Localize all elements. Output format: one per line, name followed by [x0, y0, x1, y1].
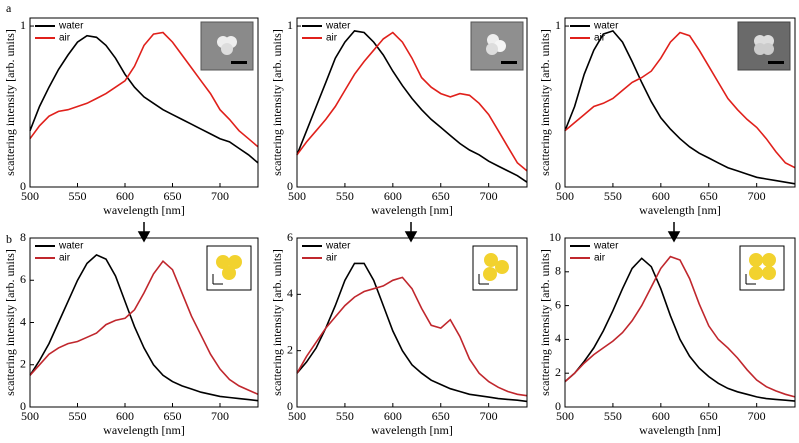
series-line — [29, 253, 259, 402]
y-tick-label: 0 — [287, 399, 293, 413]
series-line — [564, 255, 796, 398]
series-line — [296, 262, 528, 403]
y-axis-label: scattering intensity [arb. units] — [538, 249, 552, 396]
plot-frame — [296, 237, 528, 408]
series-line — [564, 31, 796, 169]
x-axis-label: wavelength [nm] — [371, 423, 453, 437]
x-tick-label: 650 — [700, 189, 718, 203]
x-axis-label: wavelength [nm] — [371, 203, 453, 217]
x-tick-label: 500 — [556, 409, 574, 423]
y-tick-label: 1 — [287, 18, 293, 32]
x-tick-label: 550 — [336, 409, 354, 423]
y-tick-label: 1 — [555, 18, 561, 32]
legend-label: water — [58, 241, 84, 252]
legend-label: water — [593, 21, 619, 32]
y-tick-label: 4 — [20, 314, 26, 328]
x-tick-label: 550 — [336, 189, 354, 203]
series-line — [296, 31, 528, 172]
x-tick-label: 650 — [164, 189, 182, 203]
x-tick-label: 600 — [116, 409, 134, 423]
x-tick-label: 600 — [384, 189, 402, 203]
legend-label: air — [59, 33, 71, 44]
y-axis-label: scattering intensity [arb. units] — [538, 29, 552, 176]
x-axis-label: wavelength [nm] — [103, 423, 185, 437]
legend-label: air — [594, 253, 606, 264]
x-tick-label: 650 — [432, 189, 450, 203]
x-tick-label: 500 — [288, 189, 306, 203]
x-tick-label: 700 — [211, 409, 229, 423]
arrow — [137, 222, 681, 243]
panel-label: a — [6, 1, 12, 15]
x-tick-label: 700 — [480, 189, 498, 203]
legend-label: water — [325, 21, 351, 32]
legend-label: air — [59, 253, 71, 264]
y-tick-label: 6 — [20, 272, 26, 286]
x-tick-label: 650 — [432, 409, 450, 423]
legend-label: air — [594, 33, 606, 44]
series-line — [564, 29, 796, 185]
y-tick-label: 0 — [287, 179, 293, 193]
plot-frame — [564, 17, 796, 188]
x-tick-label: 700 — [748, 409, 766, 423]
series-line — [564, 257, 796, 402]
x-tick-label: 500 — [21, 409, 39, 423]
series-line — [29, 34, 259, 164]
legend-label: water — [325, 241, 351, 252]
x-tick-label: 650 — [700, 409, 718, 423]
panel-label: b — [6, 232, 12, 246]
x-tick-label: 700 — [480, 409, 498, 423]
x-tick-label: 550 — [604, 409, 622, 423]
series-line — [29, 260, 259, 396]
plot-frame — [29, 237, 259, 408]
x-tick-label: 550 — [69, 189, 87, 203]
x-tick-label: 500 — [21, 189, 39, 203]
x-tick-label: 600 — [652, 409, 670, 423]
y-tick-label: 1 — [20, 18, 26, 32]
y-tick-label: 2 — [287, 342, 293, 356]
x-tick-label: 600 — [384, 409, 402, 423]
y-tick-label: 8 — [555, 264, 561, 278]
x-tick-label: 700 — [211, 189, 229, 203]
y-axis-label: scattering intensity [arb. units] — [270, 29, 284, 176]
x-axis-label: wavelength [nm] — [639, 203, 721, 217]
legend-label: water — [58, 21, 84, 32]
legend-label: air — [326, 33, 338, 44]
y-tick-label: 2 — [20, 357, 26, 371]
y-tick-label: 4 — [555, 331, 561, 345]
x-tick-label: 650 — [164, 409, 182, 423]
y-axis-label: scattering intensity [arb. units] — [3, 29, 17, 176]
x-tick-label: 600 — [116, 189, 134, 203]
x-tick-label: 700 — [748, 189, 766, 203]
plot-frame — [29, 17, 259, 188]
y-tick-label: 0 — [20, 399, 26, 413]
y-tick-label: 0 — [555, 179, 561, 193]
y-tick-label: 2 — [555, 365, 561, 379]
x-axis-label: wavelength [nm] — [639, 423, 721, 437]
y-axis-label: scattering intensity [arb. units] — [270, 249, 284, 396]
series-line — [296, 30, 528, 183]
y-tick-label: 0 — [555, 399, 561, 413]
legend-label: water — [593, 241, 619, 252]
y-axis-label: scattering intensity [arb. units] — [3, 249, 17, 396]
x-tick-label: 550 — [69, 409, 87, 423]
x-tick-label: 500 — [288, 409, 306, 423]
x-axis-label: wavelength [nm] — [103, 203, 185, 217]
series-line — [29, 31, 259, 148]
x-tick-label: 500 — [556, 189, 574, 203]
inset-images — [200, 21, 791, 291]
y-tick-label: 6 — [555, 297, 561, 311]
x-tick-label: 550 — [604, 189, 622, 203]
plot-frame — [296, 17, 528, 188]
y-tick-label: 10 — [549, 230, 561, 244]
y-tick-label: 8 — [20, 230, 26, 244]
y-tick-label: 4 — [287, 286, 293, 300]
legend-label: air — [326, 253, 338, 264]
y-tick-label: 6 — [287, 230, 293, 244]
plot-frame — [564, 237, 796, 408]
series-line — [296, 276, 528, 397]
x-tick-label: 600 — [652, 189, 670, 203]
y-tick-label: 0 — [20, 179, 26, 193]
